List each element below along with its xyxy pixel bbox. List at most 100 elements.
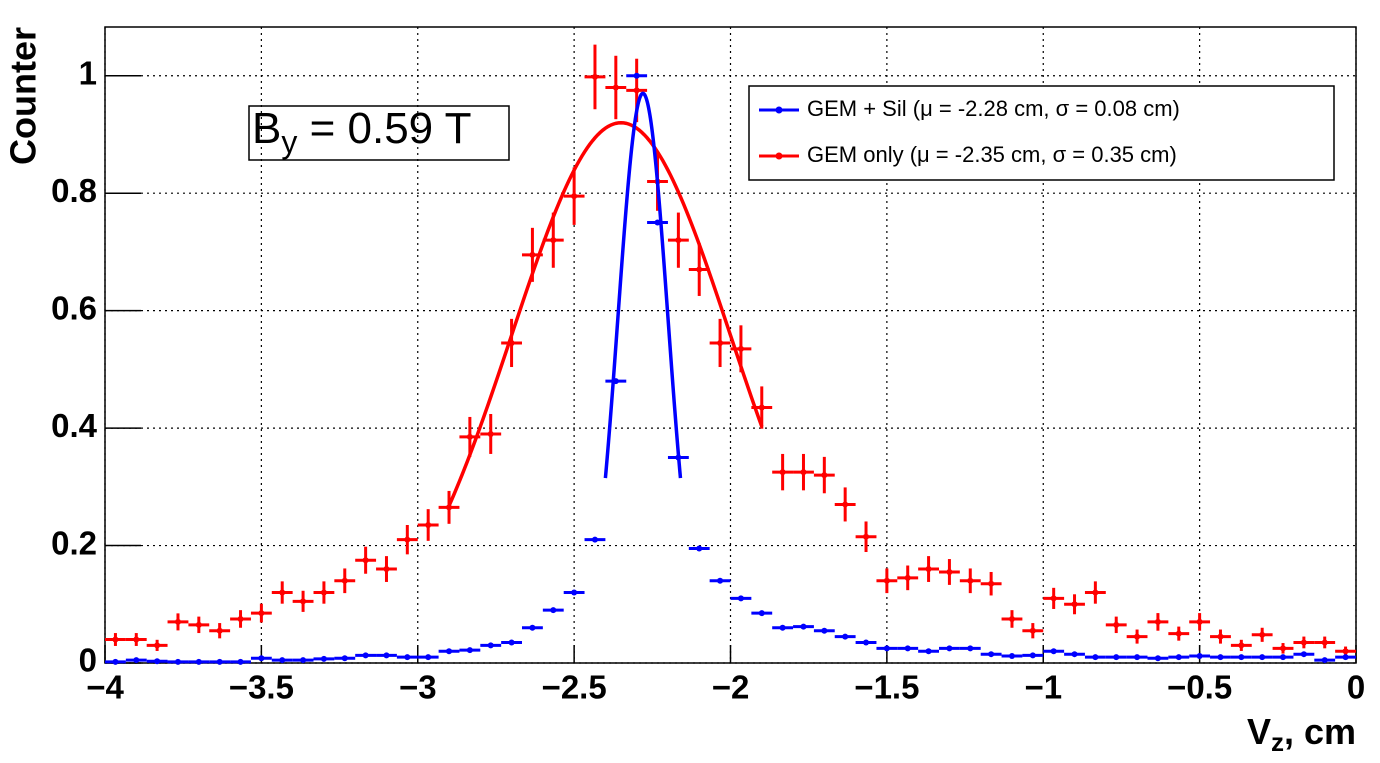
point (466, 433, 473, 440)
y-tick-label: 0.2 (51, 524, 97, 561)
point (216, 658, 223, 665)
point (1071, 601, 1078, 608)
x-tick-label: 0 (1347, 669, 1365, 706)
legend-label: GEM + Sil (μ = -2.28 cm, σ = 0.08 cm) (807, 96, 1180, 121)
point (1050, 595, 1057, 602)
point (1280, 654, 1287, 661)
point (1238, 654, 1245, 661)
legend-marker (775, 106, 783, 114)
point (404, 536, 411, 543)
point (863, 639, 870, 646)
point (133, 657, 140, 664)
legend-marker (775, 152, 783, 160)
annotation-text: = 0.59 T (297, 104, 471, 153)
point (946, 568, 953, 575)
point (717, 577, 724, 584)
point (1008, 652, 1015, 659)
point (925, 566, 932, 573)
point (1217, 633, 1224, 640)
point (696, 266, 703, 273)
point (737, 595, 744, 602)
point (633, 72, 640, 79)
annotation-box (248, 105, 510, 161)
point (550, 237, 557, 244)
y-tick-label: 0.6 (51, 289, 97, 326)
point (633, 87, 640, 94)
point (258, 610, 265, 617)
point (1134, 654, 1141, 661)
point (758, 404, 765, 411)
point (1113, 621, 1120, 628)
point (1175, 630, 1182, 637)
point (1092, 654, 1099, 661)
point (1238, 642, 1245, 649)
point (904, 574, 911, 581)
fit-curve (603, 91, 683, 479)
point (341, 655, 348, 662)
point (591, 536, 598, 543)
point (195, 658, 202, 665)
point (904, 645, 911, 652)
x-axis-title: Vz, cm (1247, 711, 1356, 757)
point (571, 589, 578, 596)
point (383, 652, 390, 659)
point (446, 648, 453, 655)
point (1071, 651, 1078, 658)
point (1300, 651, 1307, 658)
x-tick-label: −2.5 (542, 669, 607, 706)
point (216, 627, 223, 634)
point (1196, 652, 1203, 659)
x-tick-label: −1.5 (854, 669, 919, 706)
point (946, 645, 953, 652)
point (1217, 654, 1224, 661)
point (383, 566, 390, 573)
point (883, 645, 890, 652)
point (612, 84, 619, 91)
x-tick-label: −3 (399, 669, 437, 706)
x-axis-title-subscript: z (1271, 727, 1284, 757)
point (1175, 654, 1182, 661)
point (1113, 654, 1120, 661)
point (800, 623, 807, 630)
point (1154, 618, 1161, 625)
point (425, 521, 432, 528)
point (237, 658, 244, 665)
point (425, 654, 432, 661)
point (404, 654, 411, 661)
x-tick-label: −4 (86, 669, 124, 706)
point (591, 73, 598, 80)
point (112, 636, 119, 643)
point (258, 655, 265, 662)
point (1092, 589, 1099, 596)
point (1280, 645, 1287, 652)
point (1029, 627, 1036, 634)
point (529, 624, 536, 631)
point (341, 577, 348, 584)
point (696, 545, 703, 552)
point (1259, 654, 1266, 661)
legend-label: GEM only (μ = -2.35 cm, σ = 0.35 cm) (807, 142, 1177, 167)
annotation-subscript: y (281, 124, 297, 160)
point (821, 472, 828, 479)
point (1321, 657, 1328, 664)
x-tick-label: −3.5 (229, 669, 294, 706)
point (1008, 615, 1015, 622)
point (300, 598, 307, 605)
point (550, 607, 557, 614)
legend-box (748, 85, 1335, 181)
point (967, 645, 974, 652)
point (174, 658, 181, 665)
point (967, 577, 974, 584)
point (842, 501, 849, 508)
point (737, 345, 744, 352)
point (362, 557, 369, 564)
point (717, 339, 724, 346)
x-axis-title-base: V (1247, 711, 1271, 752)
point (758, 610, 765, 617)
point (279, 589, 286, 596)
point (195, 621, 202, 628)
point (466, 647, 473, 654)
point (320, 589, 327, 596)
y-tick-label: 0.4 (51, 407, 98, 444)
